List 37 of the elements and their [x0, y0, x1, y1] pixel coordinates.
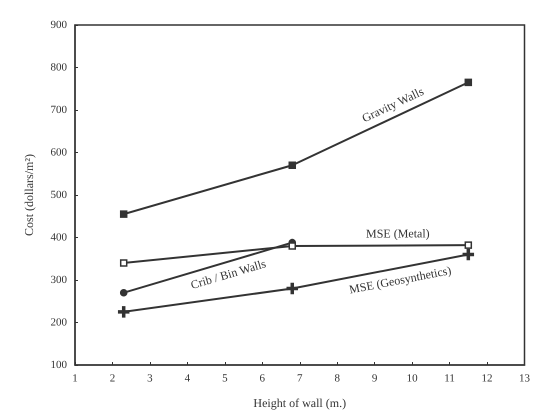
x-tick-label: 11	[444, 372, 455, 384]
y-tick-label: 200	[50, 316, 68, 328]
point	[464, 78, 472, 86]
x-tick-label: 3	[147, 372, 154, 384]
x-tick-label: 12	[482, 372, 493, 384]
x-tick-label: 10	[406, 372, 418, 384]
x-tick-label: 1	[72, 372, 78, 384]
y-tick-label: 500	[50, 189, 68, 201]
y-tick-label: 900	[50, 19, 68, 31]
point	[464, 241, 472, 249]
x-axis-title: Height of wall (m.)	[253, 396, 346, 410]
point	[120, 210, 128, 218]
text: Crib / Bin Walls	[189, 256, 268, 292]
x-tick-label: 9	[372, 372, 378, 384]
y-tick-label: 700	[50, 104, 68, 116]
y-tick-label: 400	[50, 232, 68, 244]
text: Gravity Walls	[360, 84, 426, 126]
x-tick-label: 13	[519, 372, 530, 384]
series-label: MSE (Metal)	[366, 226, 430, 241]
y-tick-label: 600	[50, 146, 68, 158]
x-tick-label: 5	[222, 372, 228, 384]
x-tick-label: 4	[184, 372, 191, 384]
point	[118, 306, 130, 318]
x-tick-label: 2	[110, 372, 116, 384]
point	[288, 242, 296, 250]
x-tick-label: 6	[260, 372, 266, 384]
y-tick-label: 300	[50, 274, 68, 286]
point	[120, 259, 128, 267]
point	[120, 289, 128, 296]
y-axis-title: Cost (dollars/m²)	[22, 154, 36, 236]
y-tick-label: 100	[50, 359, 68, 371]
point	[286, 282, 298, 294]
y-tick-label: 800	[50, 62, 68, 74]
x-tick-label: 7	[297, 372, 303, 384]
point	[288, 162, 296, 169]
point	[462, 248, 474, 260]
x-tick-label: 8	[334, 372, 340, 384]
